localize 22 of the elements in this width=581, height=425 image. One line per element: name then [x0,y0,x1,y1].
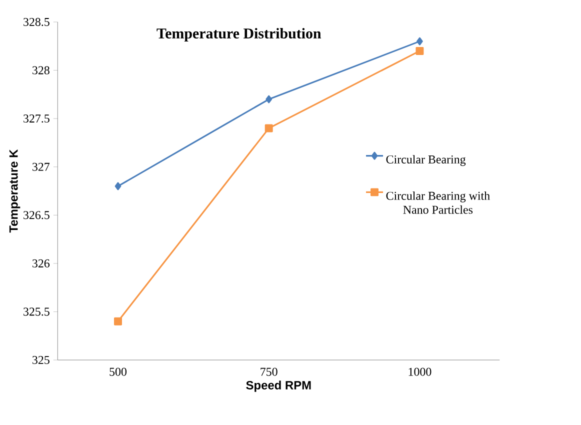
point [114,182,122,190]
y-axis-title: Temperature K [9,149,20,233]
y-tick-label: 328 [32,66,50,74]
legend-label: Circular Bearing [386,155,466,166]
x-tick-label: 750 [260,368,278,376]
x-tick-label: 1000 [408,368,432,376]
y-tick-label: 325.5 [24,308,50,316]
point [266,95,272,104]
point [416,37,423,46]
x-tick-label: 500 [110,368,127,376]
y-tick-label: 326 [32,259,50,268]
y-tick-label: 325 [32,356,50,364]
y-tick-label: 328.5 [24,18,50,26]
chart-title: Temperature Distribution [156,28,322,42]
y-tick-label: 326.5 [24,211,50,220]
x-axis-title: Speed RPM [246,380,311,392]
point [114,317,122,326]
y-tick-label: 327.5 [24,114,50,123]
point [416,46,424,55]
point [264,124,273,132]
legend-label: Circular Bearing with Nano Particles [386,191,490,214]
y-tick-label: 327 [32,162,50,171]
